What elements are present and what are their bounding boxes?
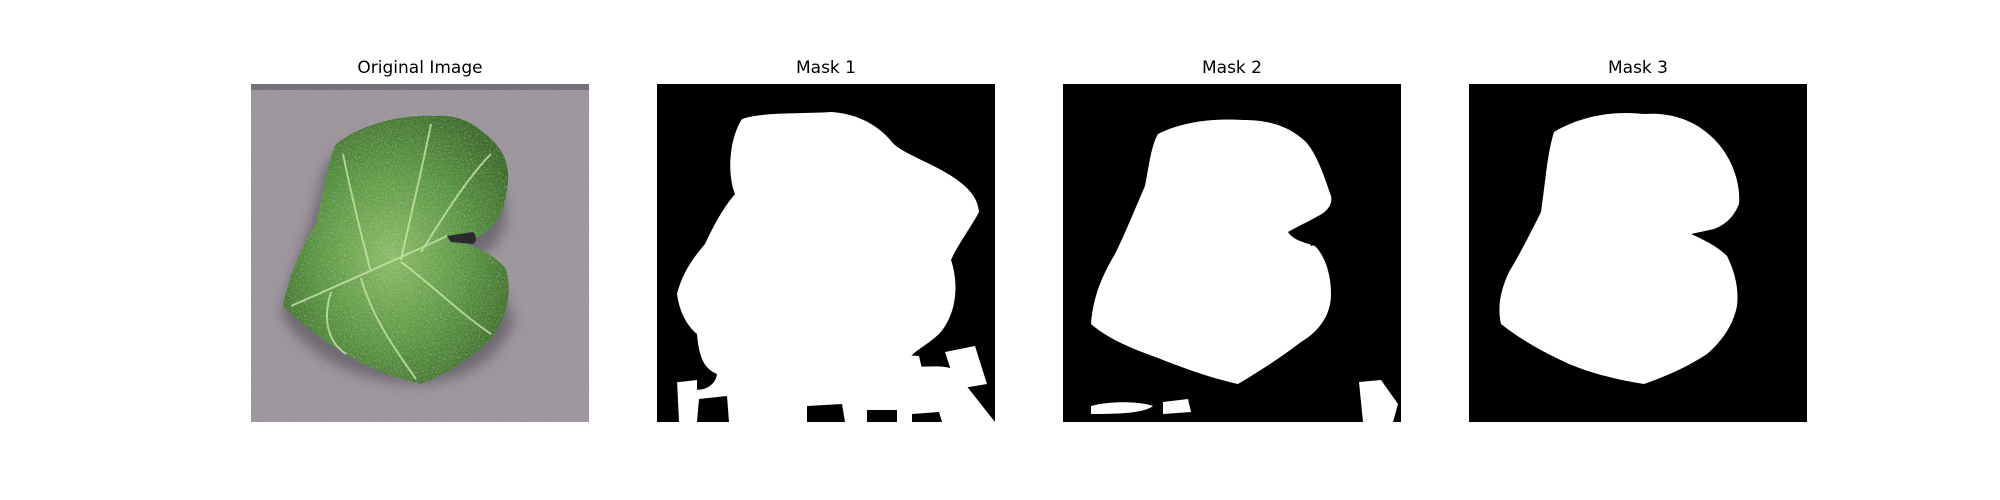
leaf-notch — [447, 232, 476, 244]
panel-original-image: Original Image — [251, 0, 589, 500]
panel-mask-3: Mask 3 — [1469, 0, 1807, 500]
leaf — [283, 115, 509, 384]
panel-title-mask-1: Mask 1 — [795, 58, 856, 78]
panel-title-mask-2: Mask 2 — [1201, 58, 1262, 78]
leaf-veins — [290, 123, 492, 380]
mask-1-image — [657, 84, 995, 422]
panel-title-mask-3: Mask 3 — [1607, 58, 1668, 78]
panel-mask-2: Mask 2 — [1063, 0, 1401, 500]
mask-3-image — [1469, 84, 1807, 422]
panel-mask-1: Mask 1 — [657, 0, 995, 500]
mask-2-image — [1063, 84, 1401, 422]
leaf-photo — [251, 84, 589, 422]
panel-title-original: Original Image — [357, 58, 483, 78]
